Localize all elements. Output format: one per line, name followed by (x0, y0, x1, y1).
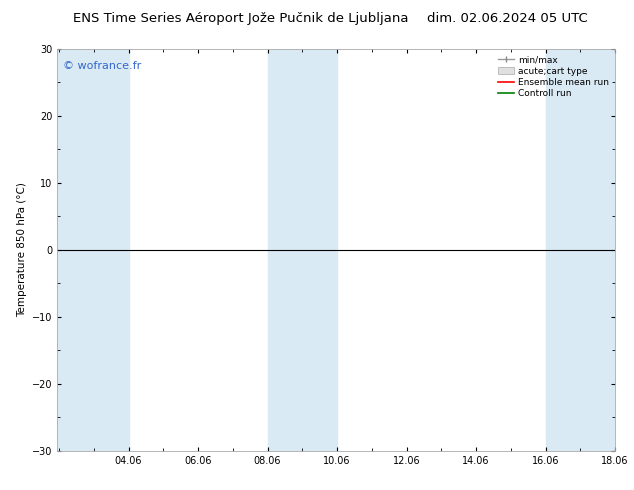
Text: ENS Time Series Aéroport Jože Pučnik de Ljubljana: ENS Time Series Aéroport Jože Pučnik de … (73, 12, 409, 25)
Text: © wofrance.fr: © wofrance.fr (63, 61, 141, 71)
Y-axis label: Temperature 850 hPa (°C): Temperature 850 hPa (°C) (18, 182, 27, 318)
Bar (268, 49, 337, 451)
Text: dim. 02.06.2024 05 UTC: dim. 02.06.2024 05 UTC (427, 12, 588, 25)
Legend: min/max, acute;cart type, Ensemble mean run, Controll run: min/max, acute;cart type, Ensemble mean … (496, 53, 611, 100)
Bar (57, 49, 129, 451)
Bar (545, 49, 615, 451)
